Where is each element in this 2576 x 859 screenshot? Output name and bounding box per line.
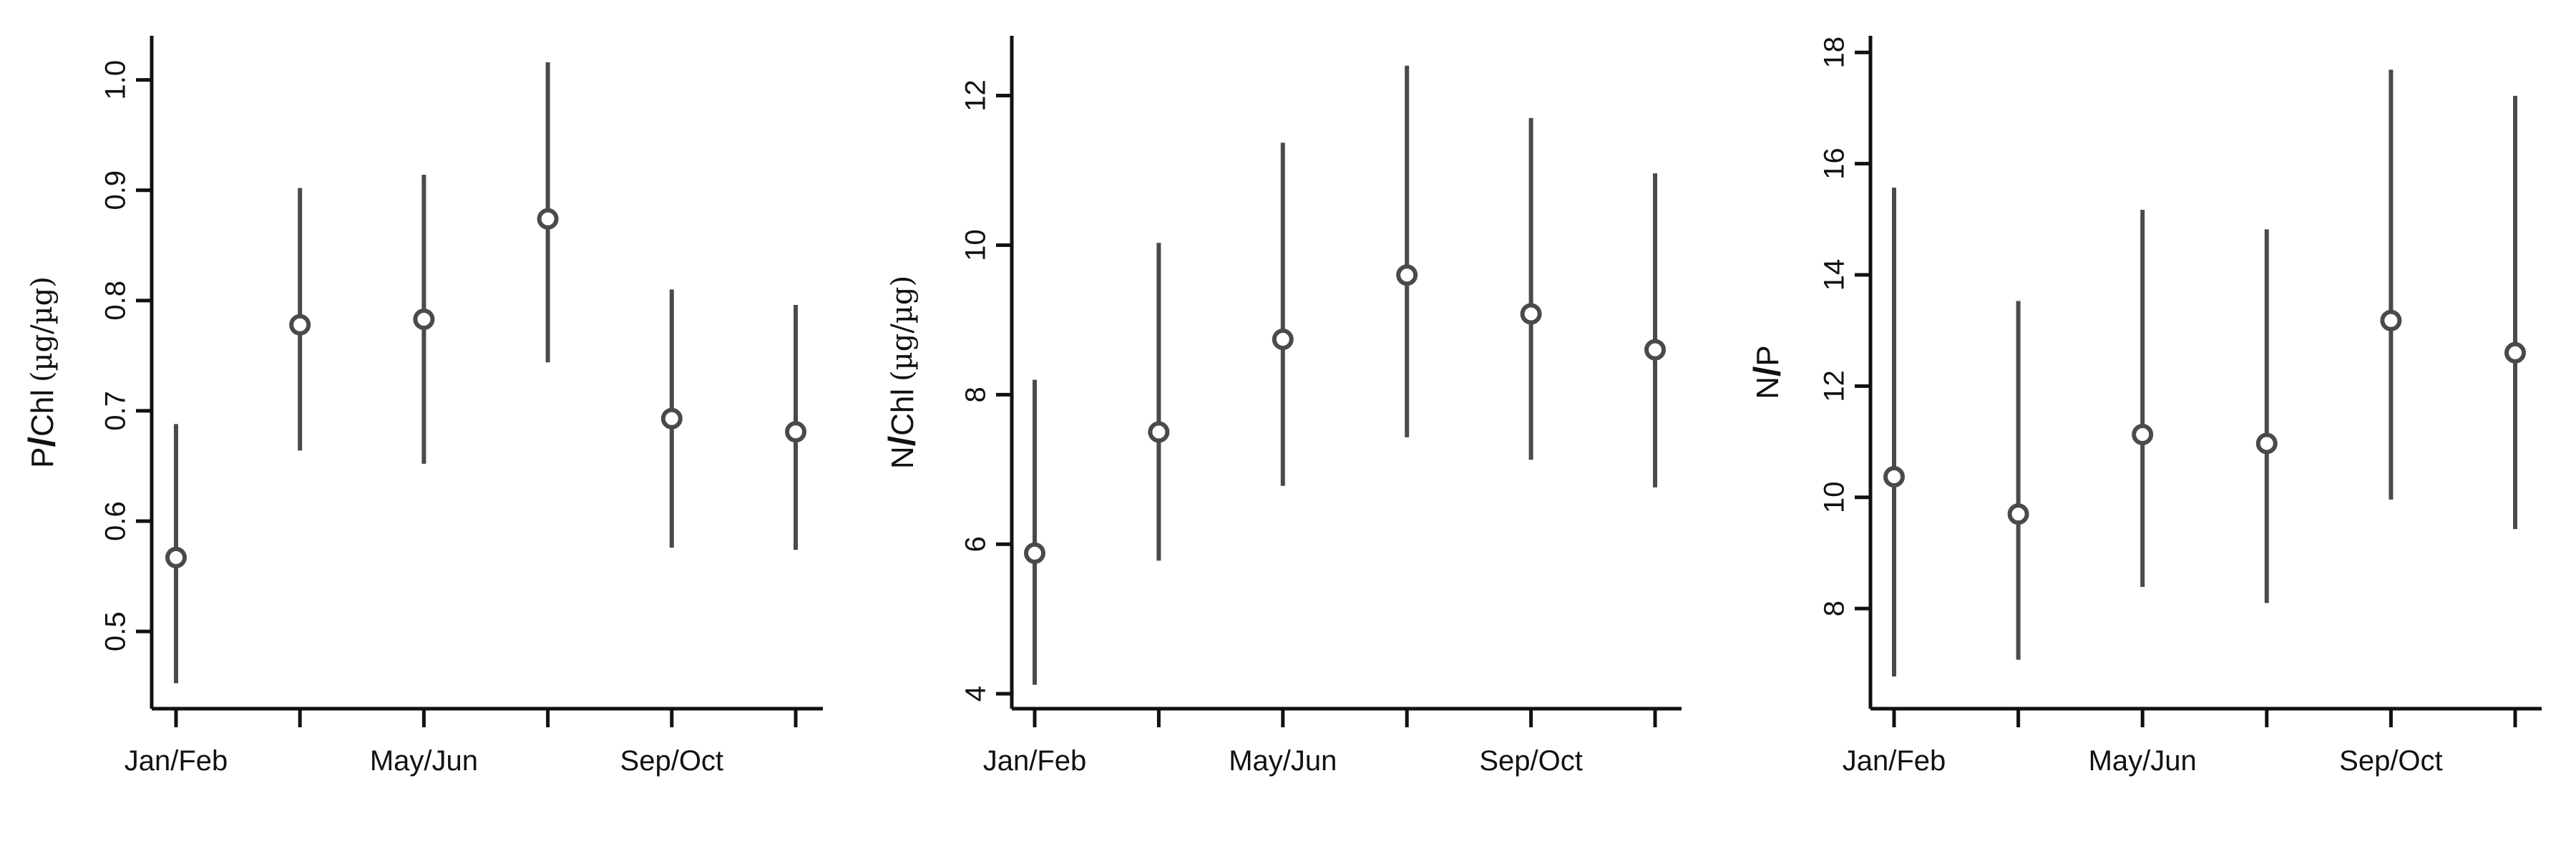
data-point [1520,303,1542,325]
y-axis-label: N/Chl(µg/µg) [882,276,923,469]
y-tick-label: 14 [1819,259,1850,291]
x-tick-label: Jan/Feb [125,745,228,777]
panel-p-chl: 0.5 0.6 0.7 0.8 0.9 1.0 Jan/Feb May/Jun Sep/Oct P… [21,36,823,777]
data-point [289,314,311,336]
y-tick-label: 10 [1819,482,1850,514]
data-point [2504,341,2526,364]
x-tick-label: Sep/Oct [1479,745,1583,777]
x-tick-label: May/Jun [2089,745,2197,777]
y-tick-label: 12 [1819,370,1850,402]
y-tick-label: 10 [960,229,992,261]
panel-n-p: 8 10 12 14 16 18 Jan/Feb May/Jun Sep/Oct N/P [1747,36,2542,777]
panel-n-chl: 4 6 8 10 12 Jan/Feb May/Jun Sep/Oct N/Chl(µg/µg) [882,36,1682,777]
y-tick-label: 0.8 [100,281,132,321]
x-tick-label: Sep/Oct [2339,745,2443,777]
x-tick-label: May/Jun [370,745,478,777]
data-point [2255,432,2278,455]
y-tick-label: 12 [960,79,992,112]
data-point [1272,329,1294,351]
y-axis-label: P/Chl(µg/µg) [21,276,63,468]
y-tick-label: 4 [960,686,992,702]
data-point [1024,542,1045,564]
y-tick-label: 8 [1819,601,1850,616]
y-tick-label: 8 [960,387,992,402]
x-tick-label: Jan/Feb [1843,745,1946,777]
y-tick-label: 1.0 [100,60,132,100]
y-axis-label: N/P [1747,345,1788,399]
data-point [413,309,435,331]
y-tick-label: 0.6 [100,501,132,541]
x-tick-label: Sep/Oct [620,745,724,777]
data-point [785,421,806,443]
y-tick-label: 0.7 [100,391,132,431]
data-point [1644,339,1666,361]
data-point [165,546,187,568]
data-point [2132,424,2154,446]
data-point [537,208,559,230]
data-point [1396,264,1418,286]
x-tick-label: Jan/Feb [983,745,1087,777]
data-point [2007,503,2029,525]
y-tick-label: 0.5 [100,611,132,651]
data-point [1883,466,1905,488]
y-tick-label: 0.9 [100,170,132,210]
data-point [660,407,683,430]
y-tick-label: 6 [960,536,992,552]
y-tick-label: 16 [1819,147,1850,180]
data-point [1148,421,1170,443]
data-point [2380,309,2402,331]
y-tick-label: 18 [1819,37,1850,69]
x-tick-label: May/Jun [1229,745,1337,777]
